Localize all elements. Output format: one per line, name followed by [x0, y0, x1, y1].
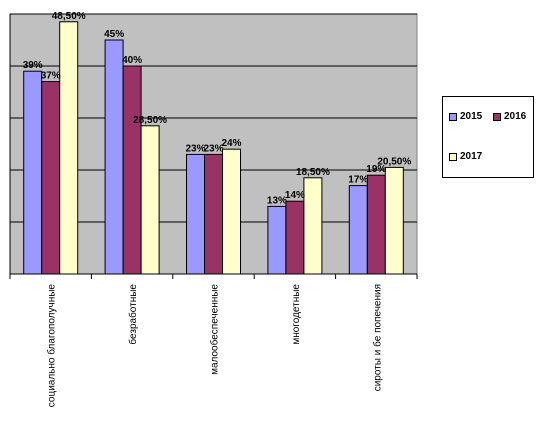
legend-item-2016: 2016 [493, 111, 526, 122]
bars [23, 21, 404, 275]
data-label-2016-2: 40% [122, 55, 142, 66]
category-labels: социально благополучные безработные малооб… [46, 284, 384, 408]
legend-item-2017: 2017 [449, 151, 482, 162]
data-label-2016-5: 19% [366, 164, 386, 175]
legend-swatch-2016 [493, 112, 501, 121]
bar-2017-2 [140, 125, 160, 275]
legend-label-2017: 2017 [460, 151, 483, 162]
category-label-5: сироты и бе попечения [371, 284, 383, 391]
bar-2015-3 [186, 153, 205, 275]
bar-2017-3 [222, 148, 241, 275]
data-label-2017-3: 24% [221, 138, 241, 149]
bar-2015-5 [348, 185, 368, 275]
data-label-2016-3: 23% [203, 143, 223, 154]
bar-2016-2 [122, 65, 142, 275]
bar-2017-1 [59, 21, 79, 275]
bar-2017-4 [303, 177, 323, 275]
legend-swatch-2015 [449, 112, 457, 121]
data-label-2015-2: 45% [104, 29, 124, 40]
bar-2017-5 [384, 166, 404, 275]
data-label-2015-5: 17% [348, 175, 368, 186]
legend-item-2015: 2015 [449, 111, 482, 122]
data-label-2017-4: 18,50% [296, 167, 330, 178]
bar-2015-4 [267, 205, 287, 275]
bar-2016-1 [41, 81, 61, 275]
category-label-1: социально благополучные [46, 284, 58, 408]
legend: 2015 2016 2017 [442, 96, 534, 178]
bar-2015-1 [23, 70, 43, 275]
bar-2015-2 [104, 39, 124, 275]
category-label-3: малообеспеченные [209, 284, 221, 375]
category-label-4: многодетные [291, 284, 302, 345]
data-label-2017-1: 48,50% [52, 11, 86, 22]
legend-swatch-2017 [449, 152, 457, 161]
category-label-2: безработные [127, 284, 139, 345]
bar-2016-5 [366, 174, 386, 275]
bar-2016-3 [204, 153, 223, 275]
x-axis-ticks [9, 274, 418, 279]
legend-label-2015: 2015 [460, 111, 483, 122]
data-label-2015-3: 23% [185, 143, 205, 154]
bar-2016-4 [285, 200, 305, 275]
data-label-2016-4: 14% [285, 190, 305, 201]
data-label-2015-4: 13% [267, 195, 287, 206]
legend-label-2016: 2016 [504, 111, 527, 122]
data-label-2016-1: 37% [41, 71, 61, 82]
data-label-2015-1: 39% [23, 60, 43, 71]
data-label-2017-2: 28,50% [133, 115, 167, 126]
data-label-2017-5: 20,50% [377, 156, 411, 167]
data-labels: 39%37%48,50%45%40%28,50%23%23%24%13%14%1… [23, 11, 412, 207]
